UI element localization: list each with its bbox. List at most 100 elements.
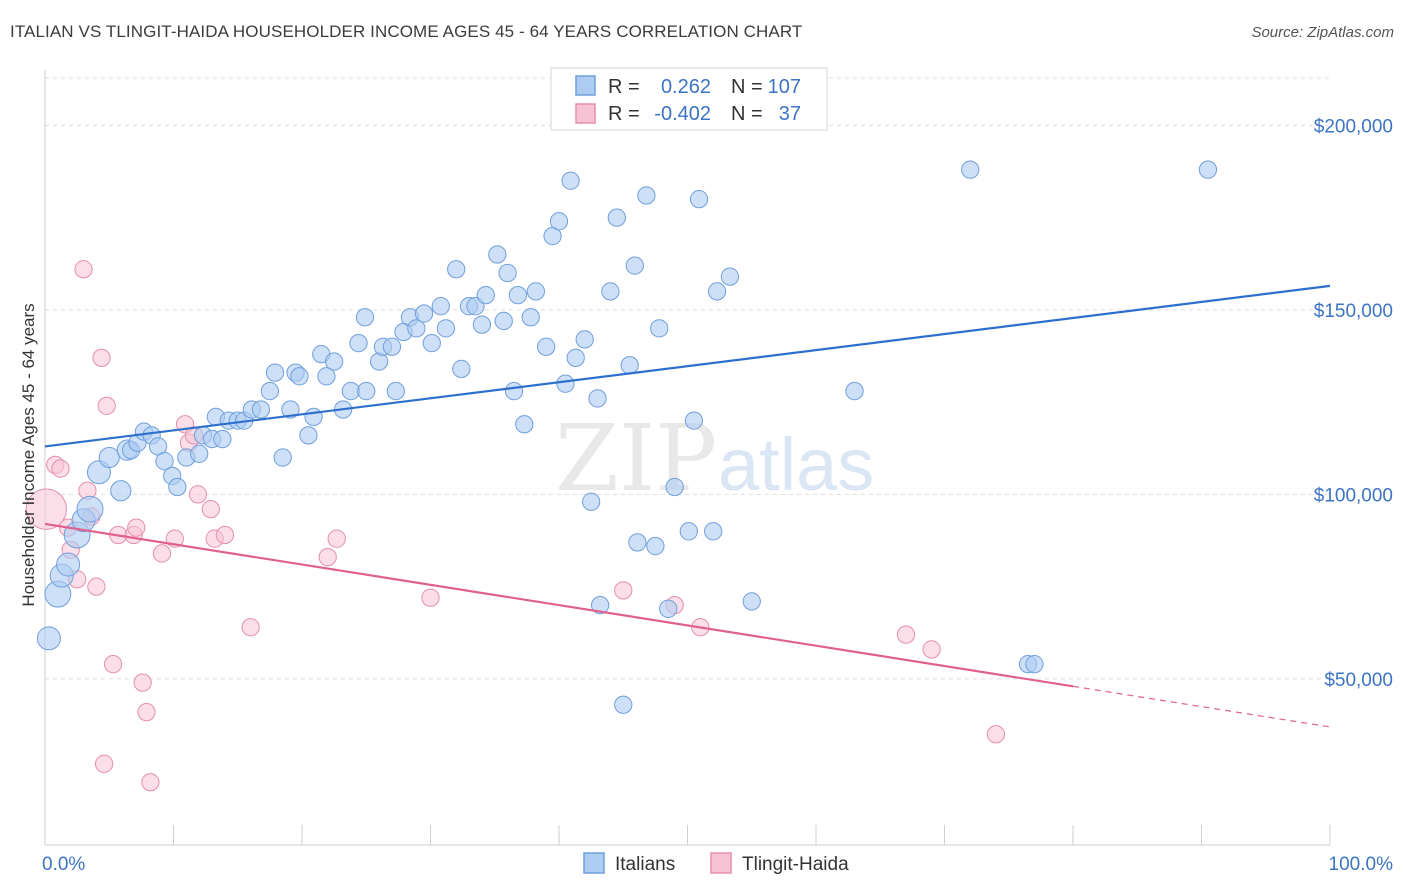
italians-point	[704, 522, 723, 541]
italians-point	[355, 308, 375, 327]
italians-point	[386, 381, 405, 401]
italians-point	[452, 359, 471, 379]
x-tick-labels: 0.0% 100.0%	[42, 854, 1393, 875]
tlingit-point	[421, 588, 440, 607]
italians-point	[299, 426, 318, 445]
tlingit-point	[152, 544, 172, 563]
italians-trend-line	[44, 284, 1331, 448]
tlingit-point	[896, 625, 916, 644]
italians-point	[1025, 655, 1044, 674]
x-tick-label: 100.0%	[1329, 854, 1394, 875]
italians-point	[575, 330, 594, 349]
tlingit-trend-line	[44, 522, 1074, 688]
italians-r-value: 0.262	[661, 76, 711, 98]
italians-point	[707, 282, 727, 301]
tlingit-point	[92, 348, 111, 367]
tlingit-haida-points	[25, 260, 1006, 792]
italians-point	[537, 337, 556, 356]
italians-point	[324, 352, 344, 371]
series-legend: Italians Tlingit-Haida	[583, 852, 849, 875]
italians-point	[526, 282, 546, 301]
watermark-atlas: atlas	[718, 423, 874, 506]
italians-point	[382, 337, 402, 356]
italians-point	[961, 160, 980, 179]
tlingit-point	[25, 488, 67, 530]
italians-point	[407, 319, 426, 338]
x-tick-label: 0.0%	[42, 854, 85, 875]
italians-n-label: N =	[731, 76, 763, 98]
italians-point	[628, 533, 647, 552]
italians-point	[98, 446, 120, 469]
italians-point	[447, 260, 466, 279]
y-axis-label: Householder Income Ages 45 - 64 years	[19, 303, 38, 606]
italians-point	[422, 333, 441, 353]
italians-point	[646, 536, 665, 556]
italians-r-label: R =	[608, 76, 640, 98]
italians-point	[684, 411, 704, 430]
tlingit-point	[51, 459, 70, 478]
italians-point	[590, 595, 610, 615]
italians-point	[620, 356, 639, 375]
italians-point	[168, 477, 187, 497]
italians-point	[679, 522, 698, 541]
legend-italians-label: Italians	[615, 854, 675, 875]
tlingit-point	[215, 525, 235, 545]
italians-point	[521, 308, 540, 327]
tlingit-point	[97, 396, 116, 415]
y-tick-labels: $50,000 $100,000 $150,000 $200,000	[1314, 116, 1393, 691]
italians-point	[273, 448, 292, 467]
tlingit-r-label: R =	[608, 103, 640, 125]
italians-point	[659, 599, 678, 618]
italians-point	[281, 400, 300, 419]
italians-point	[581, 492, 601, 511]
tlingit-r-value: -0.402	[654, 103, 711, 125]
italians-point	[290, 367, 309, 386]
italians-point	[742, 592, 761, 611]
italians-point	[304, 407, 323, 427]
italians-point	[317, 367, 336, 386]
stats-legend-box	[550, 67, 828, 131]
italians-point	[76, 495, 104, 523]
grid-lines	[45, 77, 1330, 680]
tlingit-point	[133, 673, 152, 692]
italians-point	[625, 256, 644, 275]
italians-point	[508, 285, 528, 305]
italians-point	[155, 452, 174, 471]
italians-point	[476, 285, 495, 305]
legend-tlingit-swatch	[710, 852, 732, 874]
tlingit-point	[327, 529, 346, 548]
italians-point	[436, 319, 456, 338]
italians-point	[665, 477, 684, 497]
italians-point	[472, 315, 492, 334]
y-tick-label: $50,000	[1324, 670, 1393, 691]
italians-point	[720, 267, 740, 286]
tlingit-point	[74, 260, 93, 279]
italians-point	[110, 480, 132, 502]
italians-point	[504, 381, 524, 401]
italians-point	[498, 263, 517, 283]
italians-point	[650, 319, 669, 338]
stats-legend: R = 0.262 N = 107 R = -0.402 N = 37	[550, 67, 828, 131]
italians-point	[614, 695, 633, 714]
italians-point	[56, 552, 81, 577]
italians-point	[494, 311, 513, 331]
italians-point	[561, 171, 580, 190]
tlingit-point	[141, 773, 160, 792]
y-tick-label: $200,000	[1314, 116, 1393, 137]
italians-point	[607, 208, 626, 227]
tlingit-point	[201, 500, 220, 519]
italians-point	[431, 297, 450, 316]
tlingit-n-value: 37	[779, 103, 801, 125]
italians-swatch	[575, 75, 596, 96]
tlingit-swatch	[575, 103, 596, 124]
tlingit-point	[241, 618, 260, 637]
tlingit-point	[87, 577, 106, 596]
tlingit-point	[188, 485, 208, 504]
italians-point	[689, 190, 709, 209]
legend-tlingit-label: Tlingit-Haida	[742, 854, 849, 875]
y-tick-label: $150,000	[1314, 301, 1393, 322]
italians-point	[637, 186, 656, 205]
italians-point	[601, 282, 620, 301]
italians-point	[265, 363, 285, 382]
